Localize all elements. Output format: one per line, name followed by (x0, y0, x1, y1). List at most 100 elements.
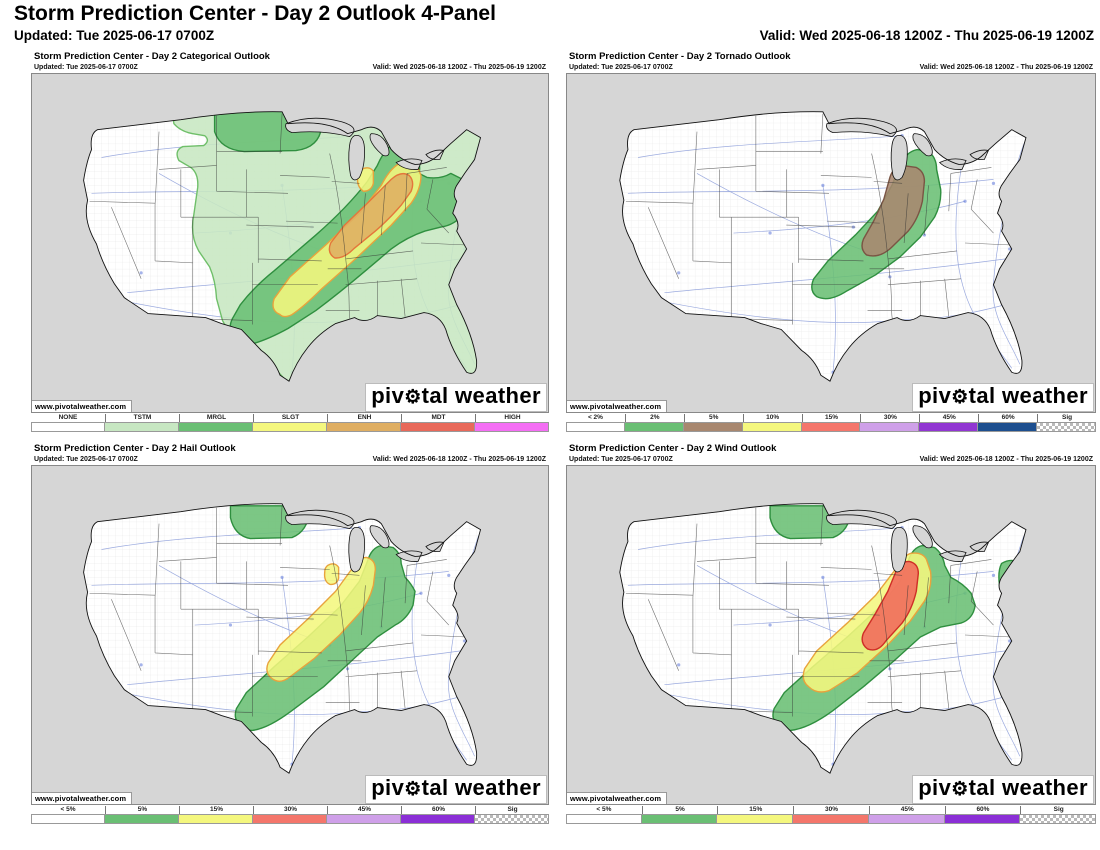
legend-label: 60% (944, 806, 1021, 814)
gear-icon: ⚙ (404, 779, 422, 800)
legend-item-5-: 5% (682, 414, 743, 432)
legend-label: 5% (641, 806, 718, 814)
panel-grid: Storm Prediction Center - Day 2 Categori… (0, 51, 1100, 824)
outlook-map: www.pivotalweather.com piv⚙tal weather (566, 465, 1096, 805)
legend-color-chip (1019, 814, 1097, 824)
legend-label: < 5% (596, 806, 612, 813)
legend-color-chip (326, 422, 401, 432)
legend-label: SLGT (253, 414, 327, 422)
legend-label: Sig (1020, 806, 1096, 814)
gear-icon: ⚙ (404, 387, 422, 408)
legend-item-30-: 30% (859, 414, 920, 432)
panel-valid: Valid: Wed 2025-06-18 1200Z - Thu 2025-0… (372, 456, 546, 463)
legend-color-chip (792, 814, 869, 824)
legend-label: 2% (624, 414, 684, 422)
panel-title: Storm Prediction Center - Day 2 Wind Out… (569, 443, 777, 454)
gear-icon: ⚙ (951, 779, 969, 800)
logo-text-prefix: piv (371, 775, 405, 800)
legend-item-15-: 15% (716, 806, 794, 824)
risk-area-tornado-5% (861, 164, 926, 257)
risk-area-categorical-ENH (328, 172, 414, 259)
legend-label: < 2% (587, 414, 603, 421)
legend-label: Sig (1037, 414, 1096, 422)
panel-updated: Updated: Tue 2025-06-17 0700Z (34, 64, 138, 71)
map-svg-hail (32, 466, 548, 804)
legend-label: Sig (475, 806, 549, 814)
risk-legend: < 5% 5% 15% 30% 45% 60% Sig (566, 806, 1097, 824)
page-title: Storm Prediction Center - Day 2 Outlook … (14, 2, 496, 25)
risk-area-hail-15% (323, 563, 340, 586)
legend-item-sig: Sig (474, 806, 549, 824)
legend-color-chip (716, 814, 794, 824)
legend-label: NONE (58, 414, 78, 421)
legend-color-chip (400, 422, 475, 432)
legend-item--5-: < 5% (31, 806, 105, 824)
legend-item-45-: 45% (918, 414, 979, 432)
legend-label: HIGH (475, 414, 549, 422)
logo-text-prefix: piv (371, 383, 405, 408)
legend-item-60-: 60% (400, 806, 475, 824)
legend-item-sig: Sig (1019, 806, 1097, 824)
legend-color-chip (566, 422, 625, 432)
logo-text-prefix: piv (918, 775, 952, 800)
legend-color-chip (104, 814, 179, 824)
outlook-map: www.pivotalweather.com piv⚙tal weather (566, 73, 1096, 413)
legend-item-10-: 10% (741, 414, 802, 432)
panel-title: Storm Prediction Center - Day 2 Categori… (34, 51, 270, 62)
legend-label: 15% (717, 806, 793, 814)
page-valid: Valid: Wed 2025-06-18 1200Z - Thu 2025-0… (759, 28, 1094, 43)
legend-item-none: NONE (31, 414, 105, 432)
legend-item-30-: 30% (252, 806, 327, 824)
pivotal-weather-logo: piv⚙tal weather (365, 383, 547, 412)
legend-item-tstm: TSTM (104, 414, 179, 432)
legend-label: 5% (683, 414, 743, 422)
legend-item-high: HIGH (474, 414, 549, 432)
legend-color-chip (640, 814, 718, 824)
logo-text-suffix: tal weather (421, 775, 541, 800)
legend-color-chip (326, 814, 401, 824)
legend-color-chip (623, 422, 684, 432)
legend-color-chip (31, 422, 105, 432)
legend-item-5-: 5% (640, 806, 718, 824)
panel-title: Storm Prediction Center - Day 2 Hail Out… (34, 443, 236, 454)
outlook-map: www.pivotalweather.com piv⚙tal weather (31, 73, 549, 413)
legend-item-sig: Sig (1036, 414, 1097, 432)
legend-item-2-: 2% (623, 414, 684, 432)
legend-item-5-: 5% (104, 806, 179, 824)
panel-categorical: Storm Prediction Center - Day 2 Categori… (31, 51, 549, 432)
map-svg-categorical (32, 74, 548, 412)
legend-item-15-: 15% (178, 806, 253, 824)
legend-label: 5% (105, 806, 179, 814)
panel-hail: Storm Prediction Center - Day 2 Hail Out… (31, 443, 549, 824)
legend-color-chip (178, 814, 253, 824)
legend-color-chip (566, 814, 642, 824)
panel-updated: Updated: Tue 2025-06-17 0700Z (34, 456, 138, 463)
legend-item-15-: 15% (800, 414, 861, 432)
legend-color-chip (741, 422, 802, 432)
legend-label: ENH (327, 414, 401, 422)
legend-item-enh: ENH (326, 414, 401, 432)
legend-item-mdt: MDT (400, 414, 475, 432)
legend-color-chip (400, 814, 475, 824)
legend-color-chip (918, 422, 979, 432)
panel-wind: Storm Prediction Center - Day 2 Wind Out… (566, 443, 1097, 824)
legend-item-60-: 60% (943, 806, 1021, 824)
watermark-url: www.pivotalweather.com (567, 400, 668, 412)
map-svg-tornado (567, 74, 1095, 412)
legend-label: MDT (401, 414, 475, 422)
legend-label: 60% (978, 414, 1037, 422)
legend-label: 30% (793, 806, 869, 814)
watermark-url: www.pivotalweather.com (32, 792, 133, 804)
legend-item-slgt: SLGT (252, 414, 327, 432)
legend-color-chip (104, 422, 179, 432)
legend-label: 10% (742, 414, 802, 422)
legend-label: 30% (253, 806, 327, 814)
risk-area-wind-30% (861, 560, 920, 651)
legend-label: 45% (919, 414, 978, 422)
legend-label: 45% (327, 806, 401, 814)
legend-color-chip (474, 814, 549, 824)
risk-legend: < 2% 2% 5% 10% 15% 30% 45% 60% Sig (566, 414, 1097, 432)
legend-label: 60% (401, 806, 475, 814)
legend-label: MRGL (179, 414, 253, 422)
legend-label: 45% (868, 806, 945, 814)
